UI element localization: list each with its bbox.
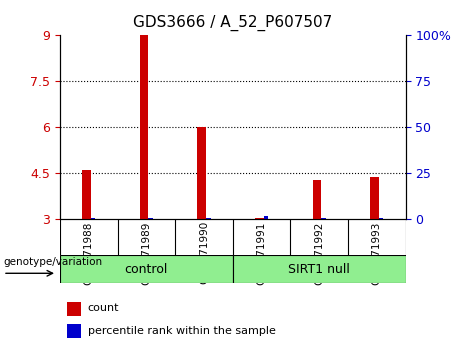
Text: GSM371989: GSM371989 (142, 221, 151, 285)
Bar (91, 218, 95, 219)
Bar (370, 177, 379, 219)
Bar (313, 179, 321, 219)
Bar (321, 218, 326, 219)
Text: GSM371993: GSM371993 (372, 221, 382, 285)
Text: percentile rank within the sample: percentile rank within the sample (88, 326, 276, 336)
Text: count: count (88, 303, 119, 313)
Text: GSM371988: GSM371988 (84, 221, 94, 285)
Bar (67, 324, 81, 338)
Bar (140, 35, 148, 219)
Bar (67, 302, 81, 316)
Bar (82, 170, 91, 219)
Bar (233, 255, 406, 283)
Bar (264, 216, 268, 219)
Text: control: control (124, 263, 168, 275)
Text: SIRT1 null: SIRT1 null (288, 263, 350, 275)
Title: GDS3666 / A_52_P607507: GDS3666 / A_52_P607507 (133, 15, 332, 31)
Text: GSM371991: GSM371991 (257, 221, 266, 285)
Text: genotype/variation: genotype/variation (3, 257, 102, 267)
Bar (148, 218, 153, 219)
Bar (206, 218, 211, 219)
Text: GSM371990: GSM371990 (199, 221, 209, 285)
Bar (255, 218, 264, 219)
Bar (60, 255, 233, 283)
Bar (379, 218, 384, 219)
Text: GSM371992: GSM371992 (314, 221, 324, 285)
Bar (197, 127, 206, 219)
